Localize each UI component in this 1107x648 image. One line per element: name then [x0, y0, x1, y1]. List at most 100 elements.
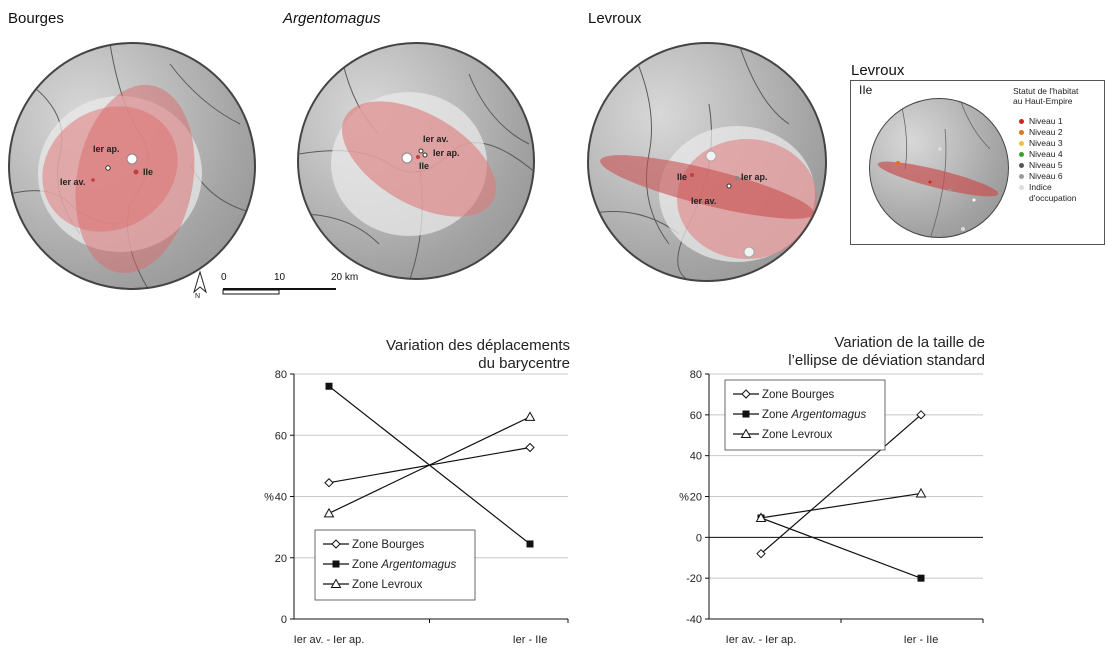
map-label: IIe: [677, 172, 688, 182]
data-point: [756, 548, 766, 559]
series-line: [760, 517, 922, 579]
legend-item-label: Niveau 2: [1029, 127, 1063, 137]
chart2-title-line1: Variation de la taille de: [834, 334, 985, 351]
chart1-title: Variation des déplacements du barycentre: [330, 337, 570, 373]
x-tick-label: Ier av. - Ier ap.: [726, 634, 797, 646]
y-tick-label: 20: [690, 492, 702, 504]
legend-item-label: Niveau 5: [1029, 160, 1063, 170]
north-label: N: [195, 293, 201, 300]
series-line: [760, 414, 922, 555]
map-label: Ier ap.: [93, 144, 120, 154]
legend-marker: [740, 428, 752, 438]
y-tick-label: 60: [690, 410, 702, 422]
data-point: [526, 540, 534, 548]
y-axis-label: %: [264, 492, 274, 504]
y-tick-label: 0: [696, 532, 702, 544]
map-label: Ier ap.: [433, 148, 460, 158]
map-title-levroux: Levroux: [588, 10, 642, 27]
legend-dot-icon: [1019, 119, 1024, 124]
legend-item-label: Indice: [1029, 182, 1052, 192]
inset-map: [869, 98, 1009, 238]
legend-box: [314, 529, 476, 601]
map-levroux: IIe Ier ap. Ier av.: [587, 42, 827, 282]
legend-dot-icon: [1019, 141, 1024, 146]
series-line: [328, 416, 531, 514]
x-tick-label: Ier av. - Ier ap.: [294, 634, 365, 646]
inset-legend-title: Statut de l'habitat: [1013, 86, 1079, 96]
map-label: Ier av.: [423, 134, 449, 144]
y-tick-label: 60: [275, 430, 287, 442]
map-label: IIe: [419, 161, 430, 171]
chart2: -40 -20 0 20 40 60 80% Ier av. - Ier ap. Ier - I…: [679, 369, 984, 646]
map-label: IIe: [143, 167, 154, 177]
data-point: [524, 411, 536, 421]
data-point: [915, 487, 927, 498]
y-tick-label: 40: [275, 492, 287, 504]
y-tick-label: 20: [275, 553, 287, 565]
chart1: 0 20 40 60 80% Ier av. - Ier ap. Ier - IIe Zone…: [264, 369, 569, 646]
chart2-title-line2: l’ellipse de déviation standard: [788, 352, 985, 369]
map-title-argentomagus: Argentomagus: [283, 10, 381, 27]
legend-dot-icon: [1019, 130, 1024, 135]
scale-tick-10: 10: [274, 272, 286, 283]
legend-dot-icon: [1019, 152, 1024, 157]
legend-marker: [330, 578, 342, 588]
data-point: [916, 410, 926, 420]
legend-label: Zone Bourges: [352, 539, 424, 551]
data-point: [525, 442, 535, 453]
map-label: Ier av.: [691, 196, 717, 206]
data-point: [755, 512, 767, 522]
y-tick-label: -40: [686, 614, 702, 626]
y-tick-label: 80: [690, 369, 702, 381]
scale-tick-20: 20 km: [331, 272, 359, 283]
inset-legend-subtitle: au Haut-Empire: [1013, 96, 1073, 106]
legend-item-label: Niveau 6: [1029, 171, 1063, 181]
legend-label: Zone Levroux: [762, 429, 833, 441]
legend-marker: [332, 560, 340, 568]
chart2-title: Variation de la taille de l’ellipse de d…: [745, 334, 985, 370]
legend-marker: [741, 389, 751, 399]
chart1-title-line2: du barycentre: [478, 355, 570, 372]
y-tick-label: -20: [686, 573, 702, 585]
inset-title: Levroux: [851, 62, 905, 79]
legend-label: Zone Levroux: [352, 579, 423, 591]
data-point: [917, 574, 925, 582]
map-argentomagus: Ier av. Ier ap. IIe: [297, 42, 535, 280]
legend-item-label: Niveau 1: [1029, 116, 1063, 126]
chart1-title-line1: Variation des déplacements: [386, 337, 570, 354]
legend-label: Zone Argentomagus: [762, 409, 866, 421]
map-argentomagus-graphic: [299, 44, 533, 278]
y-tick-label: 80: [275, 369, 287, 381]
legend-item-label: Niveau 3: [1029, 138, 1063, 148]
map-title-bourges: Bourges: [8, 10, 64, 27]
y-tick-label: 0: [281, 614, 287, 626]
legend-marker: [742, 410, 750, 418]
map-bourges: Ier ap. Ier av. IIe: [8, 42, 256, 290]
data-point: [324, 478, 334, 488]
map-bourges-graphic: [10, 44, 254, 288]
map-label: Ier ap.: [741, 172, 768, 182]
data-point: [323, 507, 335, 518]
map-levroux-graphic: [589, 44, 817, 280]
inset-period: IIe: [859, 83, 873, 97]
legend-label: Zone Bourges: [762, 389, 834, 401]
legend-marker: [331, 539, 341, 549]
y-tick-label: 40: [690, 451, 702, 463]
legend-item-label: d'occupation: [1029, 193, 1077, 203]
map-label: Ier av.: [60, 177, 86, 187]
legend-dot-icon: [1019, 163, 1024, 168]
legend-dot-icon: [1019, 185, 1024, 190]
inset-map-graphic: [877, 99, 999, 237]
legend-item-label: Niveau 4: [1029, 149, 1063, 159]
scale-bar: [193, 270, 336, 295]
scale-tick-0: 0: [221, 272, 227, 283]
legend-label: Zone Argentomagus: [352, 559, 456, 571]
x-tick-label: Ier - IIe: [904, 634, 939, 646]
series-line: [760, 492, 922, 519]
legend-box: [724, 379, 886, 451]
y-axis-label: %: [679, 492, 689, 504]
x-tick-label: Ier - IIe: [513, 634, 548, 646]
legend-dot-icon: [1019, 174, 1024, 179]
data-point: [325, 382, 333, 390]
north-arrow-icon: [193, 270, 207, 294]
